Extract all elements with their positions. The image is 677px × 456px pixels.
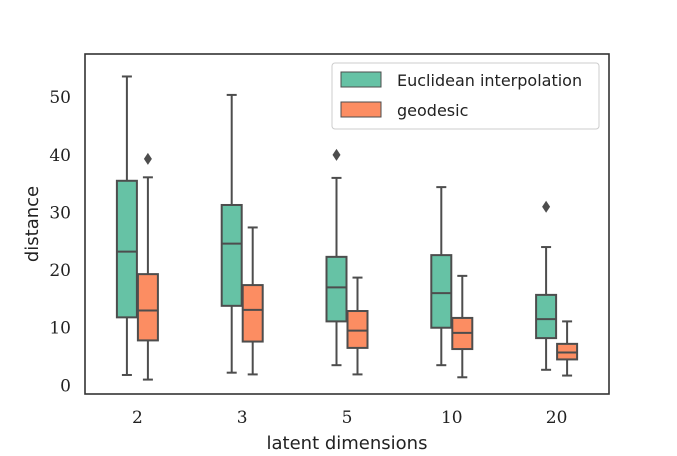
outlier-marker (143, 152, 152, 165)
box series-0-cat-10 (430, 254, 453, 329)
legend: Euclidean interpolation geodesic (331, 62, 600, 130)
x-tick-label: 5 (342, 408, 353, 428)
y-tick-label: 30 (49, 203, 71, 223)
box series-1-cat-3 (241, 284, 264, 343)
x-axis-label: latent dimensions (267, 433, 428, 452)
outlier-marker (542, 200, 551, 213)
y-axis-ticks: 0 10 20 30 40 50 (49, 88, 71, 396)
outlier-marker (332, 148, 341, 161)
x-tick-label: 20 (546, 408, 568, 428)
y-tick-label: 10 (49, 319, 71, 339)
x-tick-label: 10 (441, 408, 463, 428)
legend-swatch-geodesic (340, 101, 382, 118)
box series-0-cat-20 (535, 293, 558, 340)
box series-0-cat-3 (220, 203, 243, 307)
y-tick-label: 0 (60, 376, 71, 396)
box series-1-cat-2 (136, 273, 159, 342)
legend-label-geodesic: geodesic (397, 101, 468, 120)
box-group (115, 75, 579, 381)
y-tick-label: 50 (49, 88, 71, 108)
legend-swatch-euclidean (340, 71, 382, 88)
y-axis-label: distance (22, 186, 43, 262)
plot-frame (84, 53, 610, 395)
legend-label-euclidean: Euclidean interpolation (397, 71, 582, 90)
box series-1-cat-5 (346, 310, 369, 349)
x-tick-label: 2 (132, 408, 143, 428)
x-axis-ticks: 2 3 5 10 20 (132, 408, 567, 428)
x-tick-label: 3 (237, 408, 248, 428)
y-tick-label: 40 (49, 146, 71, 166)
box series-0-cat-5 (325, 255, 348, 323)
y-tick-label: 20 (49, 261, 71, 281)
legend-frame (331, 62, 600, 130)
box series-0-cat-2 (115, 179, 138, 319)
